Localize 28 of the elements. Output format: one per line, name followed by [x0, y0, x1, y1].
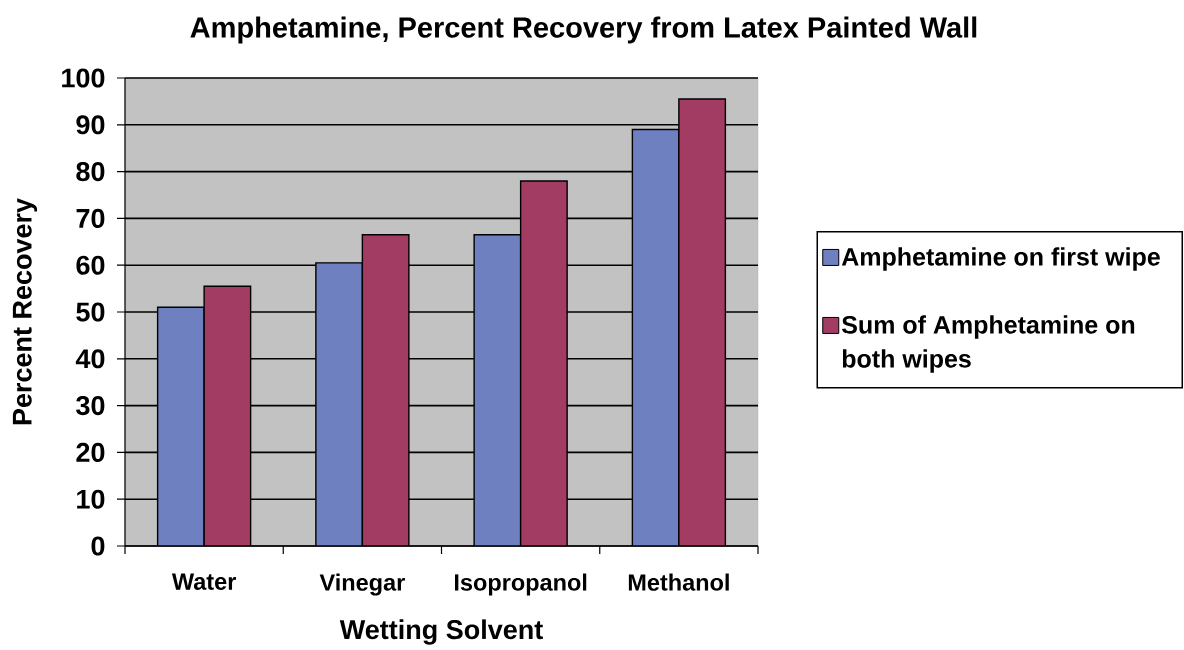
x-tick-label: Isopropanol	[454, 573, 587, 596]
legend-label: Amphetamine on first wipe	[841, 247, 1160, 271]
bar	[473, 234, 522, 546]
bar	[156, 306, 205, 546]
x-tick-label: Vinegar	[319, 573, 405, 596]
bar	[315, 262, 364, 546]
y-tick-label: 70	[76, 208, 105, 228]
chart-title: Amphetamine, Percent Recovery from Latex Painted Wall	[190, 16, 977, 44]
y-tick-label: 10	[77, 489, 105, 509]
x-tick-label: Methanol	[628, 573, 729, 591]
y-tick-label: 40	[75, 349, 105, 369]
y-tick-label: 100	[62, 68, 105, 88]
y-tick-label: 90	[76, 115, 105, 135]
y-tick-label: 60	[76, 255, 105, 275]
y-tick-label: 0	[91, 536, 105, 556]
y-tick-label: 80	[76, 162, 105, 182]
x-tick-label: Water	[171, 573, 236, 590]
bar	[203, 285, 252, 546]
y-tick-label: 50	[76, 302, 105, 322]
y-tick-label: 30	[76, 396, 105, 416]
y-axis-title: Percent Recovery	[12, 198, 38, 425]
bar	[631, 128, 680, 546]
bar	[678, 98, 727, 546]
bar	[361, 234, 410, 546]
x-axis-title: Wetting Solvent	[339, 619, 543, 645]
y-tick-label: 20	[76, 442, 105, 462]
legend-label: Sum of Amphetamine on both wipes	[841, 315, 1135, 373]
bar	[519, 180, 568, 546]
